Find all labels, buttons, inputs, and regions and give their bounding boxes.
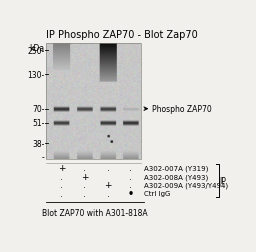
Text: A302-009A (Y493/Y494): A302-009A (Y493/Y494) [144, 182, 229, 188]
Text: 38-: 38- [32, 139, 44, 148]
Text: .: . [60, 172, 63, 181]
Text: .: . [129, 181, 132, 190]
Text: +: + [81, 172, 89, 181]
Text: A302-008A (Y493): A302-008A (Y493) [144, 173, 209, 180]
Text: A302-007A (Y319): A302-007A (Y319) [144, 165, 209, 172]
Text: 250-: 250- [27, 46, 44, 55]
Text: .: . [83, 181, 86, 190]
Text: +: + [58, 164, 65, 173]
Text: .: . [83, 189, 86, 198]
Text: .: . [106, 189, 109, 198]
Text: IP Phospho ZAP70 - Blot Zap70: IP Phospho ZAP70 - Blot Zap70 [46, 29, 198, 40]
Text: Blot ZAP70 with A301-818A: Blot ZAP70 with A301-818A [42, 208, 148, 217]
Text: kDa: kDa [29, 44, 44, 53]
Text: .: . [83, 164, 86, 173]
Text: .: . [60, 181, 63, 190]
Text: Ctrl IgG: Ctrl IgG [144, 191, 171, 197]
Text: .: . [129, 172, 132, 181]
Text: 70-: 70- [32, 105, 44, 114]
Text: 51-: 51- [32, 118, 44, 128]
Bar [46, 44, 141, 159]
Text: .: . [129, 164, 132, 173]
Text: -: - [42, 152, 44, 161]
Text: •: • [127, 188, 133, 199]
Text: 130-: 130- [27, 70, 44, 79]
Text: .: . [60, 189, 63, 198]
Text: .: . [106, 164, 109, 173]
Text: +: + [104, 181, 112, 190]
Text: IP: IP [220, 176, 226, 185]
Text: Phospho ZAP70: Phospho ZAP70 [152, 105, 212, 114]
